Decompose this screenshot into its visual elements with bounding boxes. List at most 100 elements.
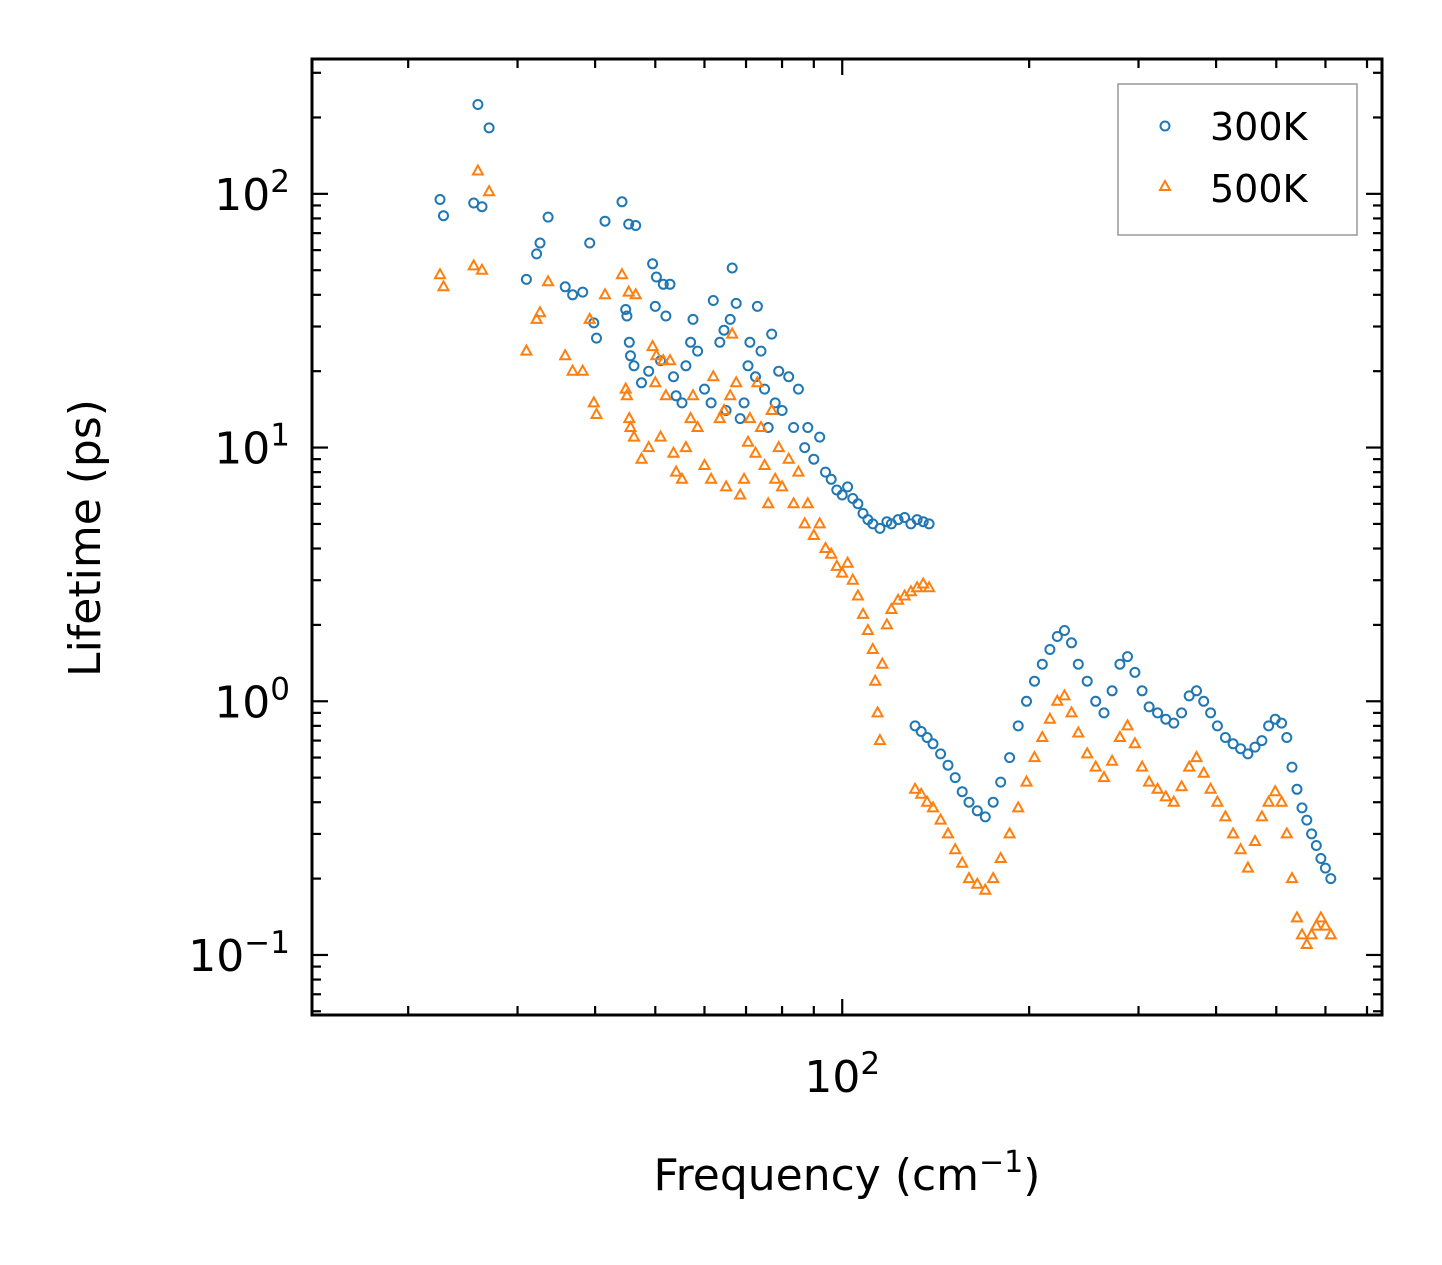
point-300k-13	[584, 237, 596, 249]
point-500k-81	[870, 705, 885, 718]
point-500k-85	[884, 601, 899, 614]
point-300k-20	[620, 304, 632, 315]
point-300k-119	[1136, 685, 1148, 697]
point-300k-148	[1325, 873, 1337, 885]
point-500k-55	[750, 375, 765, 388]
point-500k-44	[713, 411, 727, 424]
point-300k-112	[1081, 675, 1093, 687]
point-300k-5	[483, 122, 495, 134]
point-500k-37	[679, 440, 693, 453]
point-500k-59	[765, 402, 779, 415]
point-300k-99	[979, 811, 991, 823]
point-500k-69	[813, 516, 827, 529]
point-500k-24	[627, 429, 641, 442]
point-300k-28	[650, 271, 662, 283]
point-300k-23	[625, 350, 636, 362]
point-300k-19	[630, 220, 642, 231]
point-500k-58	[761, 496, 775, 509]
point-300k-131	[1227, 738, 1239, 750]
point-300k-65	[792, 383, 804, 395]
point-500k-121	[1128, 736, 1142, 749]
point-500k-84	[880, 617, 894, 630]
point-500k-96	[933, 812, 948, 825]
point-500k-48	[725, 326, 739, 339]
point-500k-74	[840, 555, 855, 568]
point-500k-134	[1226, 826, 1240, 839]
point-500k-32	[659, 388, 673, 401]
point-500k-124	[1150, 781, 1165, 794]
point-300k-76	[852, 498, 864, 510]
point-300k-9	[542, 211, 554, 223]
point-300k-36	[676, 397, 688, 409]
point-300k-97	[963, 796, 975, 808]
point-500k-11	[565, 363, 580, 376]
point-500k-113	[1064, 705, 1079, 718]
point-300k-56	[755, 345, 767, 357]
point-300k-10	[559, 281, 571, 293]
point-300k-145	[1310, 840, 1322, 851]
point-500k-116	[1089, 759, 1103, 772]
point-500k-22	[622, 411, 636, 424]
point-300k-113	[1090, 695, 1102, 707]
point-300k-147	[1319, 862, 1331, 874]
point-300k-126	[1191, 685, 1202, 697]
point-300k-74	[842, 481, 854, 493]
point-300k-143	[1301, 814, 1313, 826]
point-500k-108	[1027, 750, 1042, 763]
point-500k-130	[1197, 765, 1211, 778]
point-300k-106	[1036, 658, 1048, 670]
point-300k-134	[1249, 741, 1261, 753]
point-300k-37	[680, 360, 692, 372]
point-500k-7	[529, 311, 544, 324]
point-300k-42	[705, 397, 717, 409]
point-500k-38	[683, 411, 698, 424]
point-500k-97	[941, 826, 955, 839]
point-300k-84	[899, 512, 911, 523]
point-300k-3	[472, 99, 484, 110]
point-500k-94	[920, 794, 934, 807]
point-500k-43	[706, 369, 720, 382]
point-500k-57	[757, 457, 772, 470]
point-500k-144	[1290, 910, 1304, 923]
point-300k-86	[911, 514, 923, 526]
point-500k-77	[856, 606, 870, 619]
series-300k	[434, 99, 1337, 885]
point-300k-117	[1122, 651, 1133, 663]
point-300k-105	[1029, 675, 1040, 687]
point-500k-103	[986, 871, 1000, 884]
y-tick-label-1: 100	[214, 671, 290, 728]
point-300k-125	[1183, 690, 1195, 702]
point-500k-139	[1261, 794, 1276, 807]
point-300k-115	[1106, 685, 1118, 697]
point-500k-6	[519, 343, 534, 356]
point-500k-39	[686, 388, 700, 401]
point-500k-91	[922, 580, 936, 593]
point-500k-120	[1120, 718, 1135, 731]
point-500k-47	[723, 388, 737, 401]
point-500k-148	[1309, 918, 1323, 931]
point-300k-141	[1291, 783, 1303, 795]
point-300k-30	[664, 278, 676, 290]
point-300k-94	[942, 759, 954, 771]
point-300k-8	[534, 237, 546, 249]
point-500k-33	[653, 429, 668, 442]
series-500k	[433, 163, 1338, 949]
point-300k-69	[814, 431, 826, 443]
point-300k-48	[726, 262, 738, 274]
point-500k-13	[583, 311, 597, 324]
point-500k-129	[1189, 750, 1204, 763]
x-tick-label-100: 102	[804, 1046, 880, 1103]
point-500k-146	[1300, 936, 1314, 949]
point-500k-127	[1174, 779, 1189, 792]
point-500k-60	[768, 471, 782, 484]
point-500k-40	[690, 419, 705, 432]
point-500k-53	[743, 411, 757, 424]
point-300k-100	[987, 796, 999, 808]
point-300k-71	[825, 473, 837, 485]
point-500k-132	[1210, 794, 1225, 807]
x-axis-title-main: Frequency (cm	[654, 1150, 980, 1201]
point-500k-71	[824, 546, 838, 559]
point-300k-32	[660, 310, 672, 322]
point-500k-9	[541, 274, 555, 287]
